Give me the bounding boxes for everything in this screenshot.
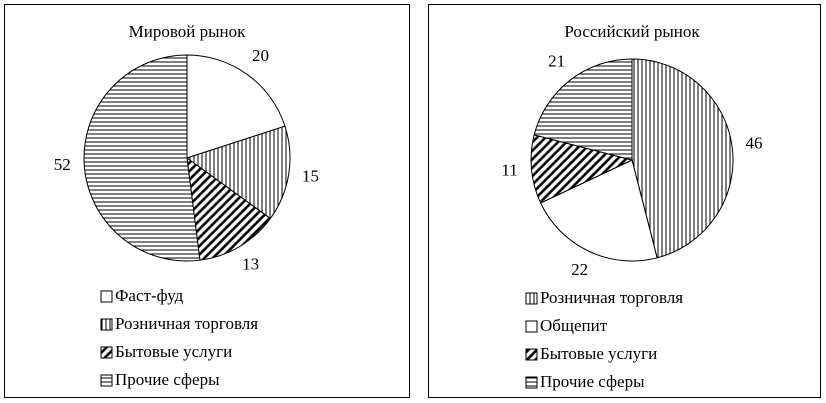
legend-swatch — [100, 346, 113, 359]
data-label: 46 — [746, 133, 763, 152]
data-label: 22 — [571, 260, 588, 279]
pie-slice — [186, 156, 272, 261]
legend-label: Розничная торговля — [540, 288, 683, 307]
data-label: 20 — [252, 46, 269, 65]
pie-slice — [533, 58, 633, 161]
data-label: 11 — [501, 160, 517, 179]
pie-slice — [631, 58, 734, 259]
legend-label: Розничная торговля — [115, 314, 258, 333]
pie-slice — [185, 125, 291, 220]
chart-title: Российский рынок — [564, 22, 700, 41]
legend-swatch — [100, 374, 113, 387]
data-label: 52 — [54, 155, 71, 174]
pie-slice — [530, 134, 634, 204]
panel-frame — [4, 4, 410, 398]
data-label: 15 — [302, 166, 319, 185]
legend-label: Фаст-фуд — [115, 286, 184, 305]
legend-label: Общепит — [540, 316, 608, 335]
legend-label: Прочие сферы — [115, 370, 220, 389]
chart-title: Мировой рынок — [129, 22, 246, 41]
data-label: 13 — [242, 254, 259, 273]
legend-swatch — [100, 318, 113, 331]
data-label: 21 — [548, 52, 565, 71]
pie-slice — [83, 54, 201, 262]
legend-swatch — [100, 290, 113, 303]
legend-label: Бытовые услуги — [540, 344, 657, 363]
legend-label: Прочие сферы — [540, 372, 645, 391]
legend-swatch — [525, 348, 538, 361]
legend-swatch — [525, 292, 538, 305]
panel-frame — [428, 4, 821, 398]
legend-label: Бытовые услуги — [115, 342, 232, 361]
legend-swatch — [525, 376, 538, 389]
legend-swatch — [525, 320, 538, 333]
pie-slice — [186, 54, 286, 159]
pie-slice — [539, 159, 658, 262]
